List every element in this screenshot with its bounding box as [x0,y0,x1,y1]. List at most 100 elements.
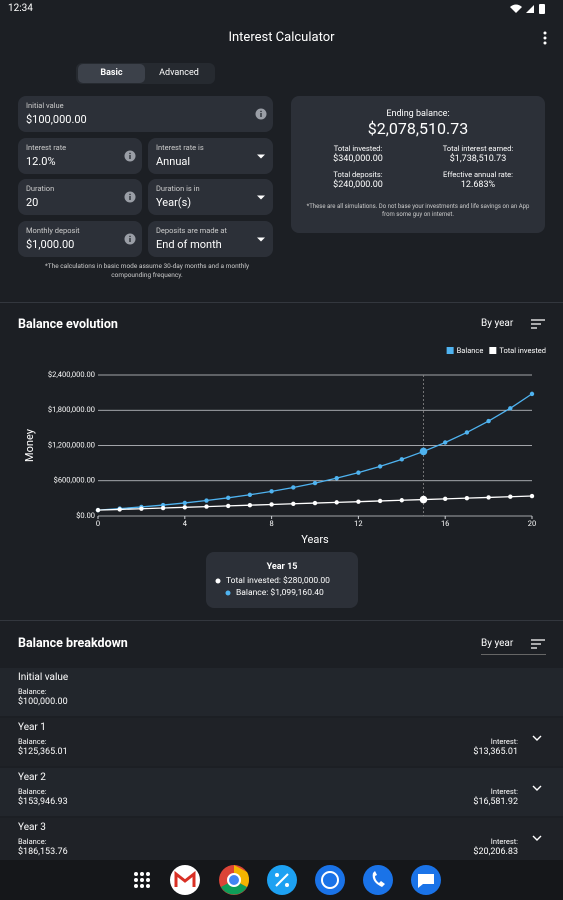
sort-icon[interactable] [531,639,545,649]
data-point [464,430,470,435]
data-point [529,493,535,499]
stat-value: $240,000.00 [333,180,383,190]
field-value: Annual [156,155,191,168]
input-field[interactable] [18,221,142,257]
data-point [204,504,209,509]
summary-note: *These are all simulations. Do not base … [306,203,530,218]
row-name: Year 1 [18,722,46,733]
legend-label: Total invested [499,346,546,355]
tooltip-title: Year 15 [266,562,298,572]
data-point [486,495,491,500]
input-field[interactable] [18,179,142,215]
interest-value: $16,581.92 [473,797,518,807]
app-icon[interactable] [315,865,345,895]
dock-icons [134,865,441,895]
summary-card [291,96,545,233]
expand-icon[interactable] [532,835,542,841]
dropdown-icon[interactable] [255,191,267,203]
x-axis-label: Years [301,533,329,546]
data-point [117,507,122,512]
field-label: Duration [26,184,55,193]
data-point [529,391,535,397]
data-point [508,494,513,499]
input-field[interactable] [148,179,273,215]
info-icon[interactable] [124,150,136,162]
input-field[interactable] [148,138,273,174]
input-field[interactable] [18,96,273,132]
data-point [334,500,339,505]
section-title: Balance evolution [18,317,118,332]
dropdown-icon[interactable] [255,150,267,162]
field-value: 12.0% [26,155,56,168]
y-tick-label: $1,800,000.00 [48,405,95,414]
status-icons [510,4,545,14]
row-background [0,668,563,716]
data-point [226,495,231,501]
field-label: Duration is in [156,184,200,193]
balance-value: $100,000.00 [18,697,68,707]
x-tick-label: 16 [441,519,449,528]
stat-value: $1,738,510.73 [449,154,507,164]
field-value: $100,000.00 [26,113,87,126]
data-point [443,440,448,445]
info-icon[interactable] [255,108,267,120]
series-line [97,393,533,511]
y-tick-label: $1,200,000.00 [48,440,95,449]
data-point [182,505,187,510]
legend-swatch [446,347,454,354]
balance-label: Balance: [18,737,47,746]
sort-icon[interactable] [531,319,545,329]
data-point [269,502,274,507]
info-icon[interactable] [124,233,136,245]
legend-label: Balance [457,346,484,355]
y-tick-label: $600,000.00 [54,476,95,485]
stat-label: Total invested: [333,144,383,153]
row-name: Year 3 [18,822,46,833]
data-point [312,480,318,486]
expand-icon[interactable] [532,735,542,741]
field-value: 20 [26,196,39,209]
tab[interactable]: Advanced [159,68,199,78]
input-field[interactable] [148,221,273,257]
balance-label: Balance: [18,687,47,696]
field-label: Initial value [26,101,64,110]
dropdown-icon[interactable] [255,233,267,245]
tooltip-line: Balance: $1,099,160.40 [236,588,324,598]
app-title: Interest Calculator [228,30,335,45]
data-point [356,499,361,504]
tab[interactable]: Basic [100,68,123,78]
data-point [291,501,296,506]
data-point [419,495,428,504]
info-icon[interactable] [124,191,136,203]
filter[interactable]: By year [481,318,514,329]
filter[interactable]: By year [481,638,514,649]
y-axis-label: Money [23,428,36,462]
balance-label: Balance: [18,787,47,796]
x-tick-label: 12 [354,519,362,528]
data-point [247,502,253,508]
data-point [356,470,361,475]
row-name: Initial value [18,672,69,683]
menu-button[interactable] [541,30,549,46]
expand-icon[interactable] [532,785,542,791]
data-point [399,457,404,462]
divider [0,620,563,621]
interest-label: Interest: [490,837,518,846]
row-background [0,818,563,866]
stat-value: 12.683% [460,180,496,190]
y-tick-label: $0.00 [76,511,95,520]
stat-label: Total interest earned: [442,144,514,153]
status-time: 12:34 [8,3,33,14]
input-field[interactable] [18,138,142,174]
field-label: Deposits are made at [156,226,227,235]
field-label: Interest rate is [156,143,204,152]
data-point [139,506,144,511]
phone-icon[interactable] [363,865,393,895]
data-point [247,492,253,497]
summary-heading: Ending balance: [386,109,450,119]
data-point [486,418,491,424]
tab-selected [78,64,145,83]
apps-icon[interactable] [134,872,150,888]
data-point [419,447,428,456]
